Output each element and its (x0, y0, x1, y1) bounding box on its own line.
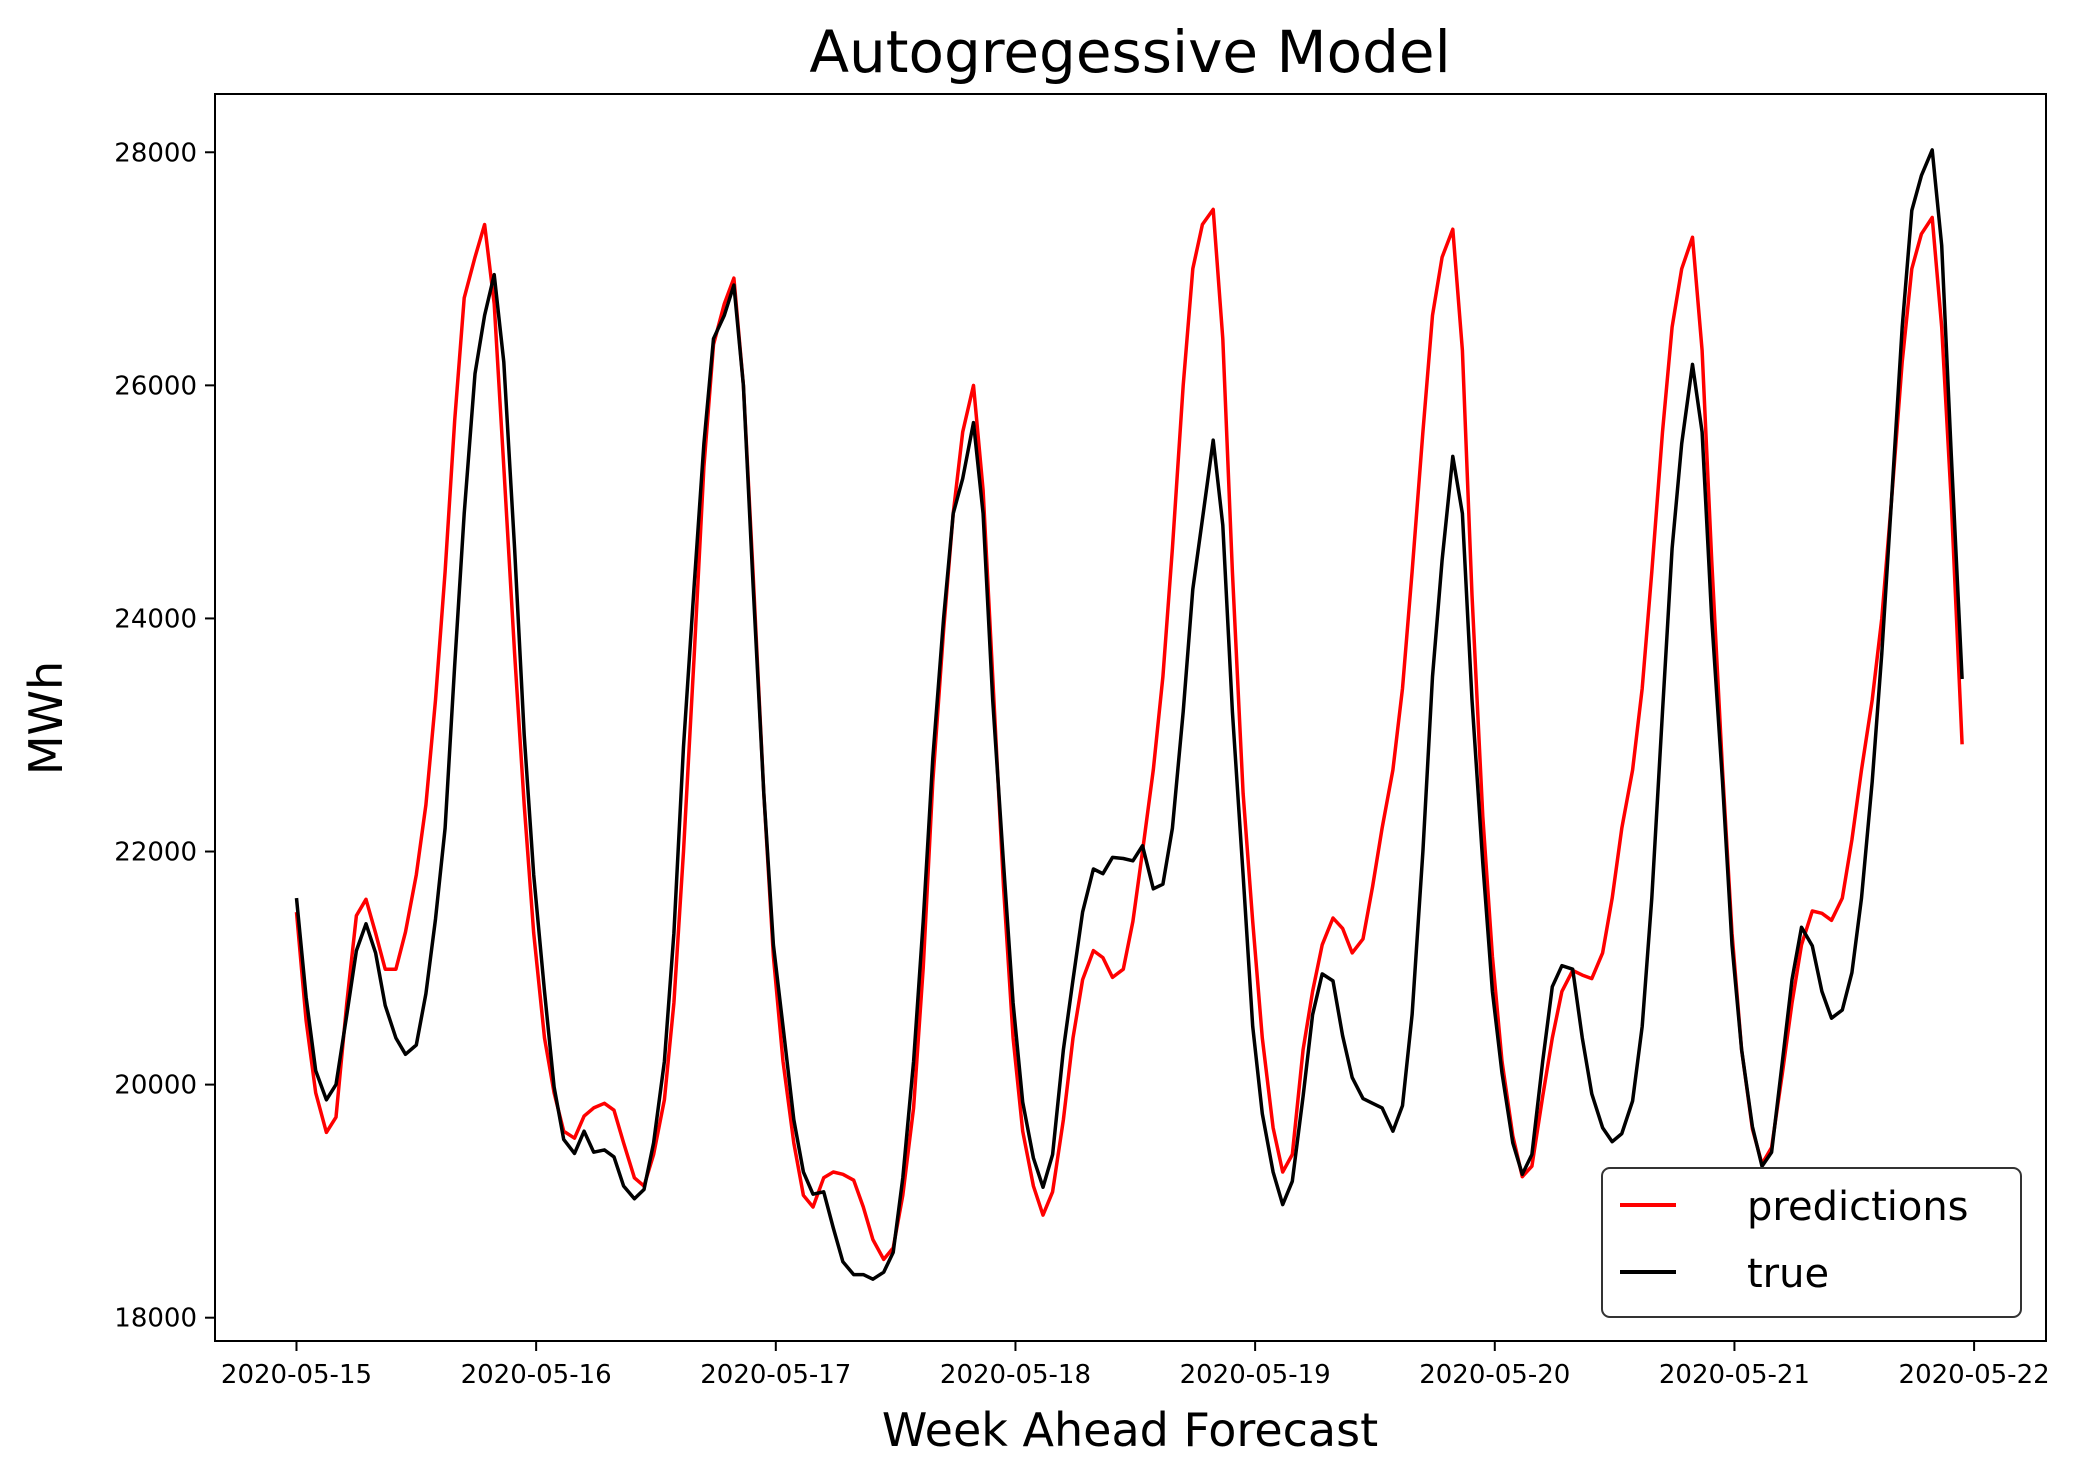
legend-true-label: true (1747, 1251, 1829, 1297)
chart-title: Autogregessive Model (809, 18, 1450, 86)
x-tick-label: 2020-05-20 (1419, 1360, 1570, 1390)
x-axis-label: Week Ahead Forecast (882, 1403, 1378, 1457)
y-tick-label: 18000 (114, 1304, 197, 1334)
plot-frame (214, 93, 2047, 1342)
series-line-true (294, 148, 1964, 1281)
y-tick-label: 26000 (114, 371, 197, 401)
x-tick-label: 2020-05-15 (221, 1360, 372, 1390)
x-tick-label: 2020-05-21 (1659, 1360, 1810, 1390)
y-tick-label: 22000 (114, 838, 197, 868)
legend-box (1601, 1167, 2022, 1318)
x-tick-label: 2020-05-22 (1899, 1360, 2050, 1390)
legend: predictions true (1601, 1167, 2022, 1318)
y-axis: 18000 20000 22000 24000 26000 28000 (114, 138, 215, 1334)
x-tick-label: 2020-05-16 (461, 1360, 612, 1390)
x-tick-label: 2020-05-17 (700, 1360, 851, 1390)
x-axis: 2020-05-15 2020-05-16 2020-05-17 2020-05-18… (221, 1341, 2050, 1390)
series-line-predictions (294, 207, 1964, 1262)
y-tick-label: 24000 (114, 604, 197, 634)
y-tick-label: 20000 (114, 1071, 197, 1101)
plot-lines (294, 148, 1964, 1281)
y-axis-label: MWh (19, 661, 73, 775)
x-tick-label: 2020-05-18 (940, 1360, 1091, 1390)
y-tick-label: 28000 (114, 138, 197, 168)
legend-predictions-label: predictions (1747, 1184, 1969, 1230)
x-tick-label: 2020-05-19 (1180, 1360, 1331, 1390)
